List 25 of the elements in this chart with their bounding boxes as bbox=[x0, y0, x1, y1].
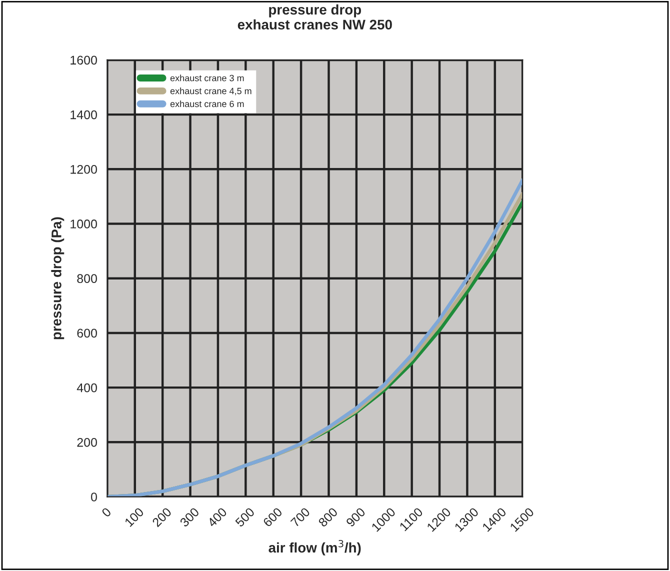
x-axis-title: air flow (m$^{3}$/h) bbox=[268, 540, 361, 556]
x-tick-label: 600 bbox=[262, 507, 283, 528]
y-tick-label: 1000 bbox=[70, 220, 97, 228]
x-tick-label: 200 bbox=[152, 507, 172, 528]
x-tick-label: 300 bbox=[179, 507, 200, 528]
y-tick-label: 1400 bbox=[70, 110, 97, 120]
x-tick-label: 700 bbox=[290, 507, 310, 528]
y-tick-label: 1600 bbox=[70, 56, 97, 65]
x-tick-label: 400 bbox=[206, 507, 228, 528]
y-axis-title: pressure drop (Pa) bbox=[51, 217, 64, 340]
x-tick-label: 100 bbox=[124, 507, 144, 528]
x-tick-label: 800 bbox=[318, 507, 338, 528]
chart-title: pressure drop exhaust cranes NW 250 bbox=[238, 4, 392, 30]
y-tick-label: 600 bbox=[77, 328, 97, 338]
y-tick-label: 200 bbox=[77, 438, 97, 447]
legend-label: exhaust crane 3 m bbox=[170, 74, 244, 82]
y-tick-label: 800 bbox=[77, 274, 97, 284]
x-tick-label: 500 bbox=[234, 507, 256, 528]
y-tick-label: 1200 bbox=[70, 164, 97, 174]
y-tick-label: 400 bbox=[76, 383, 97, 392]
legend-label: exhaust crane 4,5 m bbox=[170, 88, 252, 96]
y-tick-label: 0 bbox=[91, 492, 97, 502]
legend-label: exhaust crane 6 m bbox=[170, 100, 244, 108]
x-tick-label: 0 bbox=[101, 507, 112, 518]
x-tick-label: 900 bbox=[346, 507, 366, 528]
